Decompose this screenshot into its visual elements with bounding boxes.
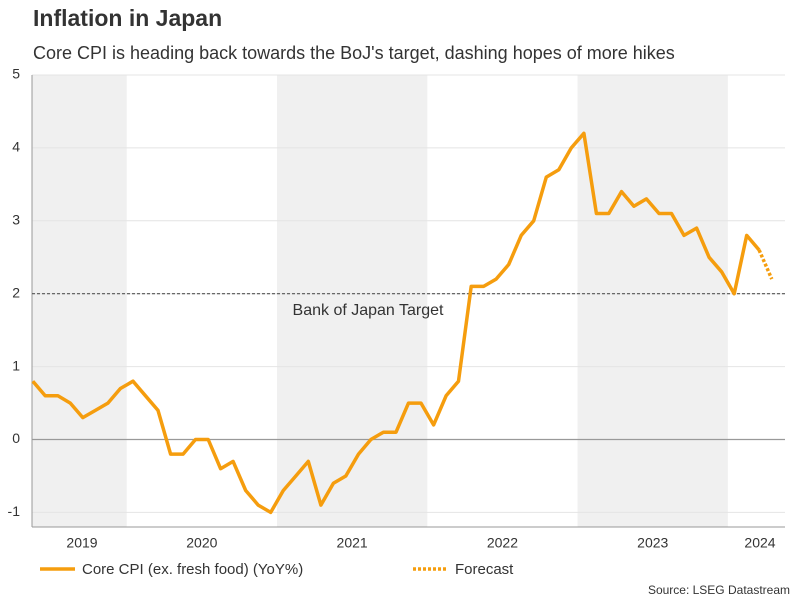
target-label: Bank of Japan Target (293, 302, 444, 319)
y-tick-label: -1 (8, 503, 21, 519)
y-tick-label: 1 (12, 357, 20, 373)
y-tick-label: 2 (12, 284, 20, 300)
series-line (31, 131, 761, 515)
y-tick-label: 4 (12, 139, 20, 155)
year-band (276, 75, 428, 527)
legend-label: Forecast (455, 561, 514, 578)
legend-label: Core CPI (ex. fresh food) (YoY%) (82, 561, 303, 578)
x-tick-label: 2021 (337, 535, 368, 551)
x-tick-label: 2022 (487, 535, 518, 551)
year-band (577, 75, 728, 527)
y-tick-label: 0 (12, 430, 20, 446)
source: Source: LSEG Datastream (648, 583, 790, 597)
series-line (757, 249, 774, 280)
chart-title: Inflation in Japan (33, 5, 222, 31)
x-tick-label: 2023 (637, 535, 668, 551)
y-tick-label: 3 (12, 212, 20, 228)
x-tick-label: 2020 (186, 535, 217, 551)
x-tick-label: 2024 (744, 535, 775, 551)
x-tick-label: 2019 (66, 535, 97, 551)
y-tick-label: 5 (12, 66, 20, 82)
year-band (32, 75, 127, 527)
chart-subtitle: Core CPI is heading back towards the BoJ… (33, 43, 675, 63)
